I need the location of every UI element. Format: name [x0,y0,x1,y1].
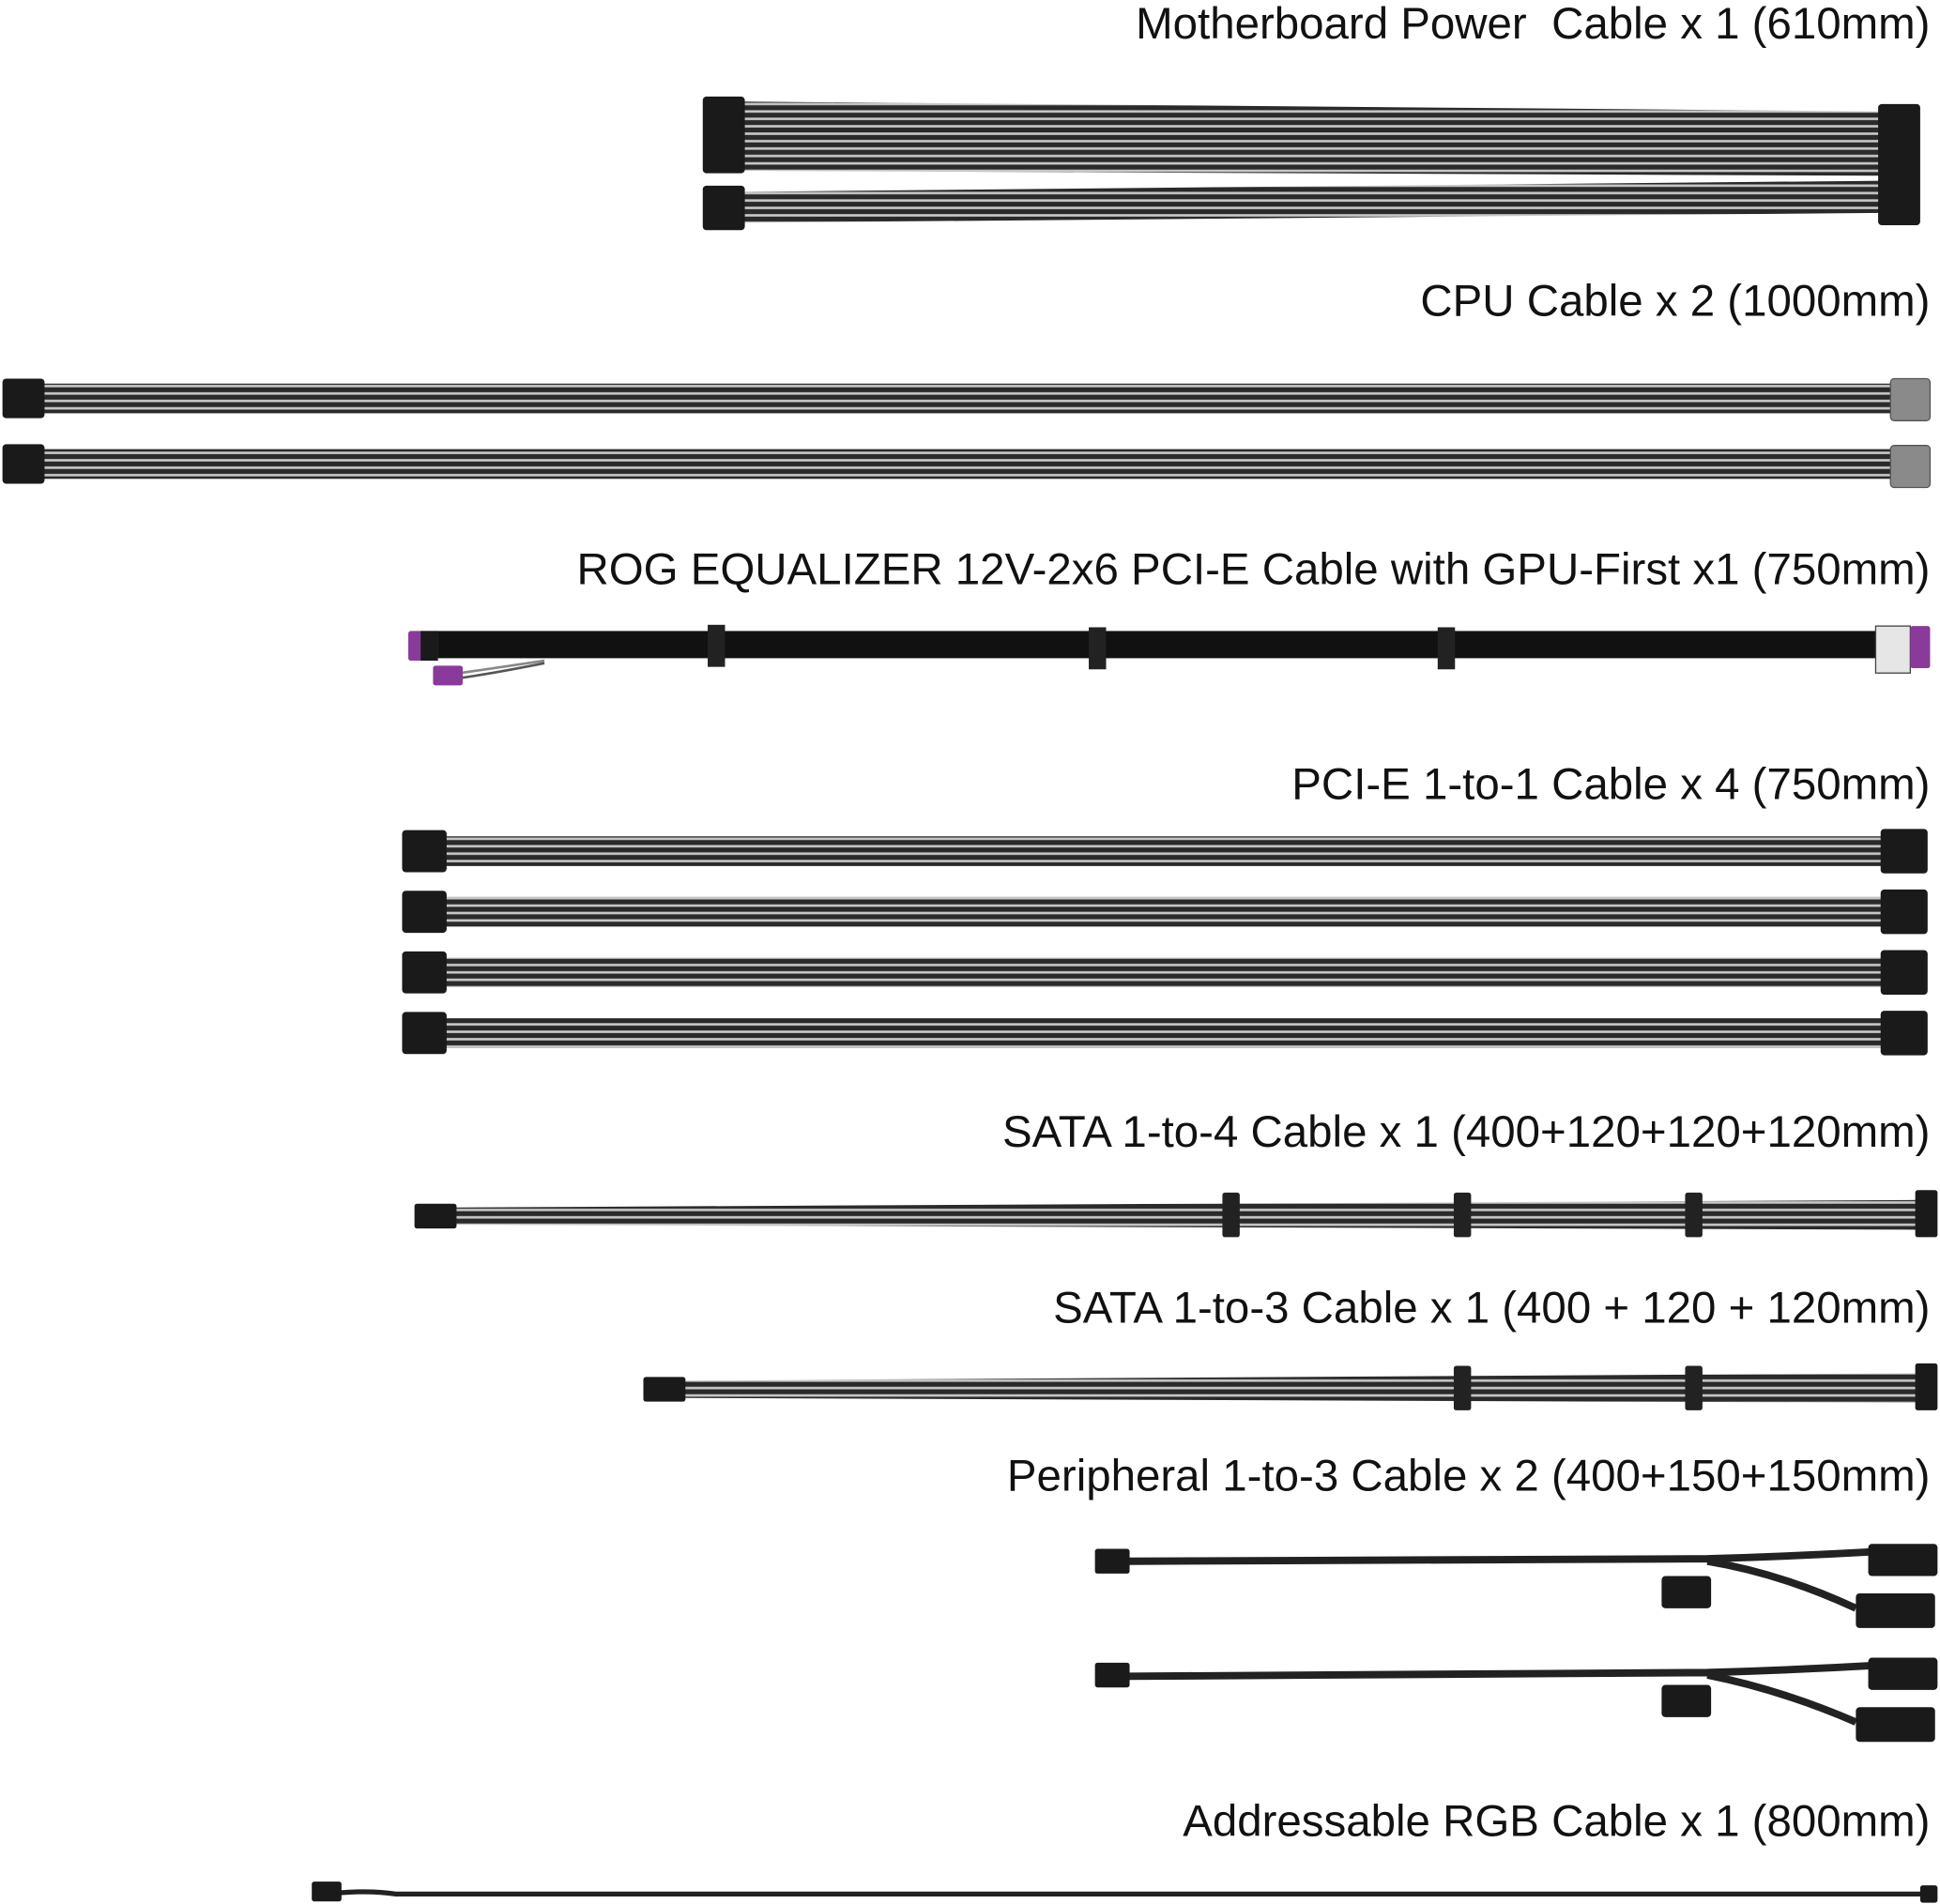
motherboard-cable [702,96,1920,231]
cable-label: SATA 1-to-4 Cable x 1 (400+120+120+120mm… [1002,1107,1930,1157]
sata-4-cable [414,1190,1938,1238]
cable-label: Motherboard Power Cable x 1 (610mm) [1136,0,1930,49]
cable-label: Addressable RGB Cable x 1 (800mm) [1183,1796,1930,1846]
argb-cable [312,1881,1938,1903]
rog-gpu-cable [408,624,1931,686]
cable-label: Peripheral 1-to-3 Cable x 2 (400+150+150… [1007,1452,1931,1501]
cable-label: CPU Cable x 2 (1000mm) [1420,276,1930,326]
cable-label: PCI-E 1-to-1 Cable x 4 (750mm) [1291,760,1930,810]
cable-label: SATA 1-to-3 Cable x 1 (400 + 120 + 120mm… [1053,1283,1930,1333]
cpu-cables [2,377,1932,489]
pcie-cables [402,829,1928,1056]
cable-label: ROG EQUALIZER 12V-2x6 PCI-E Cable with G… [577,544,1931,594]
sata-3-cable [643,1363,1938,1410]
peripheral-cables [1094,1544,1938,1743]
